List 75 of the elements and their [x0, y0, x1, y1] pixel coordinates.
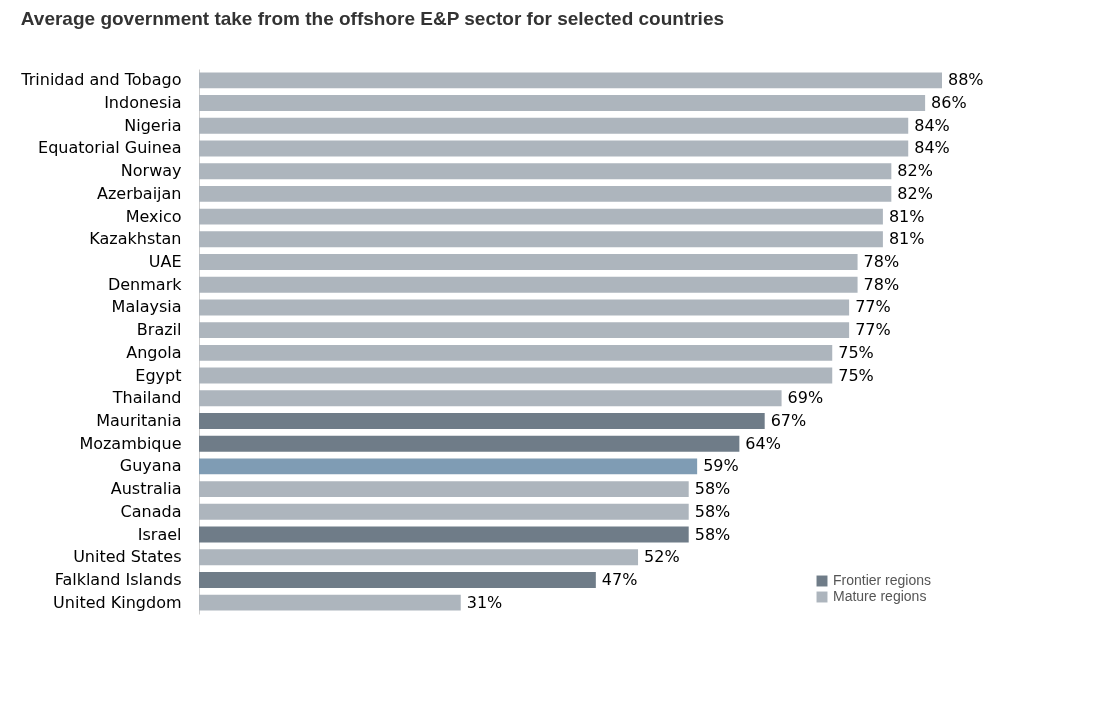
legend-label: Mature regions: [833, 588, 927, 604]
bar: [199, 344, 833, 361]
y-tick-label: Norway: [120, 161, 182, 181]
y-tick-label: Egypt: [135, 365, 182, 385]
bar: [199, 322, 850, 339]
y-tick-label: Israel: [137, 524, 182, 544]
data-label: 59%: [703, 456, 739, 476]
data-label: 84%: [914, 115, 950, 135]
y-tick-label: Angola: [126, 342, 182, 362]
data-label: 81%: [888, 206, 925, 226]
data-label: 47%: [601, 569, 638, 589]
legend-label: Frontier regions: [833, 572, 932, 588]
y-tick-label: Nigeria: [124, 115, 182, 135]
bar: [199, 95, 926, 112]
bar: [199, 231, 883, 248]
bar: [199, 435, 740, 452]
data-label: 67%: [770, 410, 807, 430]
bar: [199, 549, 639, 566]
y-tick-label: Mauritania: [96, 410, 182, 430]
chart-title: Average government take from the offshore E&P sector for selected countries: [20, 8, 725, 29]
y-tick-label: Trinidad and Tobago: [20, 70, 182, 90]
data-label: 86%: [931, 93, 967, 113]
y-tick-label: Brazil: [136, 320, 182, 340]
data-label: 78%: [863, 274, 900, 294]
y-tick-label: Australia: [110, 479, 182, 499]
bar: [199, 185, 892, 202]
data-label: 82%: [897, 161, 933, 181]
y-tick-label: Thailand: [111, 388, 182, 408]
bar: [199, 571, 596, 588]
y-tick-label: United States: [73, 547, 182, 567]
data-label: 88%: [948, 70, 984, 90]
y-tick-label: Malaysia: [111, 297, 182, 317]
y-tick-label: UAE: [148, 252, 182, 272]
bar: [199, 276, 858, 293]
bar: [199, 503, 689, 520]
y-tick-label: Equatorial Guinea: [38, 138, 182, 158]
y-tick-label: Falkland Islands: [54, 569, 182, 589]
data-label: 64%: [745, 433, 781, 453]
y-tick-label: United Kingdom: [53, 592, 182, 612]
data-label: 58%: [694, 524, 731, 544]
y-tick-label: Denmark: [107, 274, 183, 294]
data-label: 81%: [888, 229, 925, 249]
data-label: 31%: [466, 592, 503, 612]
data-label: 82%: [897, 183, 933, 203]
bar: [199, 458, 698, 475]
bar: [199, 208, 883, 225]
data-label: 58%: [694, 479, 731, 499]
bar: [199, 254, 858, 270]
bar: [199, 594, 461, 611]
y-tick-label: Indonesia: [104, 93, 182, 113]
data-label: 52%: [644, 547, 680, 567]
y-tick-label: Azerbaijan: [96, 183, 182, 203]
bar: [199, 413, 765, 429]
bar: [199, 390, 782, 407]
data-label: 58%: [694, 501, 731, 521]
y-tick-label: Canada: [120, 501, 182, 521]
data-label: 75%: [838, 365, 874, 385]
y-tick-label: Mexico: [125, 206, 182, 226]
bar: [199, 117, 909, 134]
y-tick-label: Guyana: [119, 456, 182, 476]
bar: [199, 299, 850, 316]
data-label: 77%: [855, 297, 891, 317]
data-label: 75%: [838, 342, 874, 362]
bar: [199, 72, 942, 89]
data-label: 69%: [787, 388, 824, 408]
y-tick-label: Mozambique: [79, 433, 182, 453]
bar: [199, 526, 689, 543]
data-label: 84%: [914, 138, 950, 158]
bar: [199, 163, 892, 180]
bar: [199, 481, 689, 498]
y-tick-label: Kazakhstan: [89, 229, 182, 249]
data-label: 77%: [855, 320, 891, 340]
bar: [199, 140, 909, 157]
data-label: 78%: [863, 252, 900, 272]
bar: [199, 367, 833, 384]
